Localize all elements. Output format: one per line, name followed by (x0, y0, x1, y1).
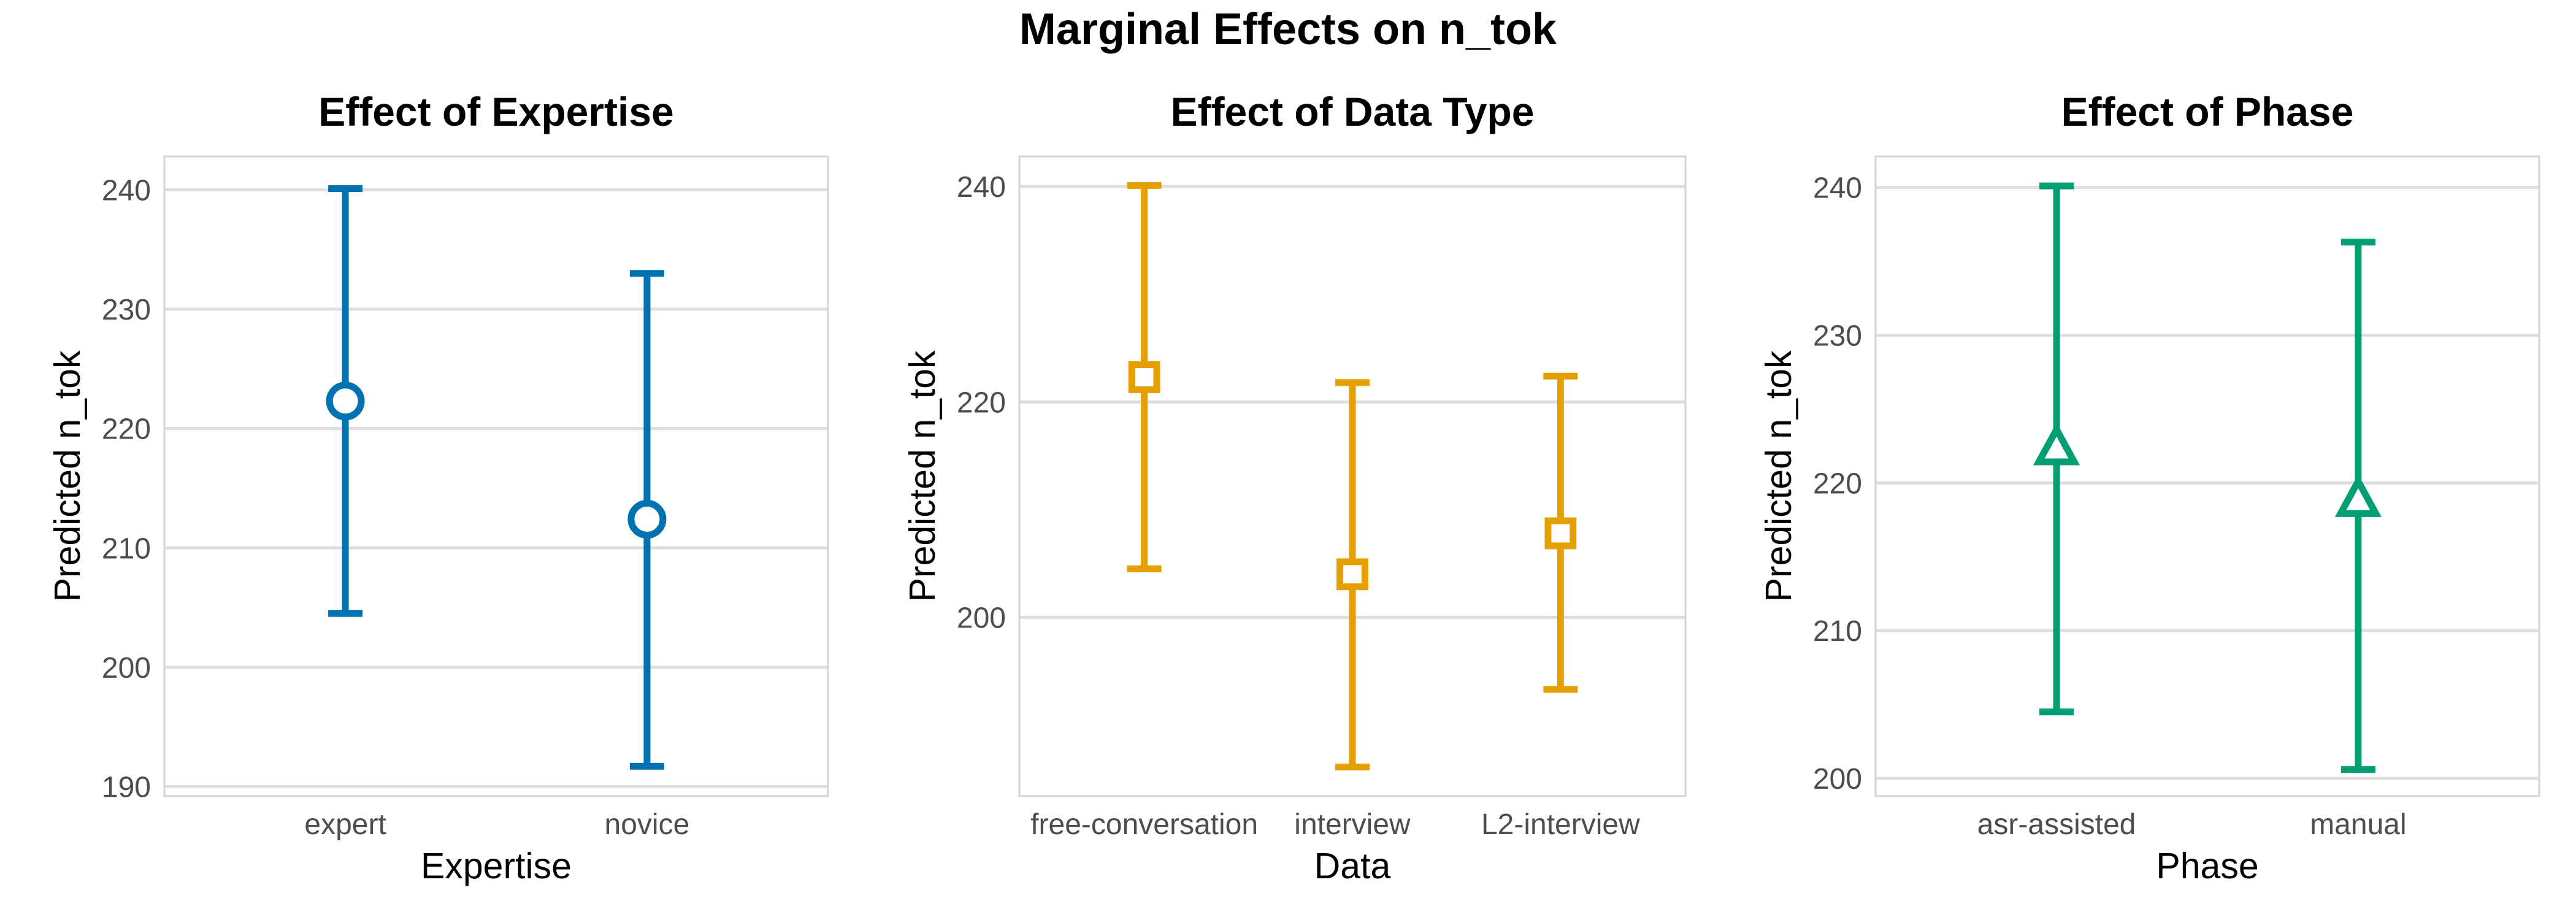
y-tick-label: 240 (1813, 172, 1862, 205)
y-axis-label: Predicted n_tok (1758, 350, 1799, 602)
point-estimate (326, 381, 365, 421)
y-tick-label: 240 (102, 174, 151, 207)
point-estimate (1336, 558, 1368, 591)
y-tick-label: 210 (1813, 615, 1862, 648)
y-axis-label: Predicted n_tok (47, 350, 88, 602)
panels: Effect of Expertise 190 200 210 220 230 240 exp… (47, 89, 2540, 886)
x-tick-label: free-conversation (1030, 808, 1258, 841)
point-estimate (1544, 517, 1577, 550)
y-tick-label: 200 (1813, 763, 1862, 795)
x-tick-label: novice (605, 808, 690, 841)
point-estimate (2334, 474, 2382, 517)
point-estimate (2033, 422, 2080, 466)
y-tick-label: 220 (957, 386, 1006, 419)
panel-1: Effect of Data Type 200 220 240 free-convers… (902, 89, 1687, 886)
panel-0: Effect of Expertise 190 200 210 220 230 240 exp… (47, 89, 829, 886)
panel-title: Effect of Phase (2061, 89, 2354, 134)
y-tick-label: 220 (102, 413, 151, 446)
x-axis-label: Data (1314, 846, 1391, 886)
x-tick-label: expert (304, 808, 386, 841)
y-tick-label: 230 (1813, 320, 1862, 352)
y-tick-label: 210 (102, 532, 151, 565)
x-axis-label: Phase (2156, 846, 2258, 886)
x-tick-label: interview (1294, 808, 1411, 841)
figure-title: Marginal Effects on n_tok (1019, 5, 1557, 54)
y-axis-label: Predicted n_tok (902, 350, 943, 602)
x-axis-label: Expertise (421, 846, 572, 886)
point-estimate (1128, 361, 1160, 393)
panel-2: Effect of Phase 200 210 220 230 240 asr-assist… (1758, 89, 2540, 886)
y-tick-label: 200 (957, 602, 1006, 635)
panel-frame (1018, 155, 1687, 797)
panel-frame (1874, 155, 2540, 797)
x-tick-label: L2-interview (1481, 808, 1640, 841)
panel-title: Effect of Data Type (1171, 89, 1535, 134)
panel-frame (163, 155, 829, 797)
y-tick-label: 190 (102, 771, 151, 803)
y-tick-label: 230 (102, 294, 151, 326)
y-tick-label: 200 (102, 652, 151, 684)
y-tick-label: 220 (1813, 467, 1862, 500)
point-estimate (627, 500, 667, 539)
x-tick-label: manual (2310, 808, 2406, 841)
panel-title: Effect of Expertise (318, 89, 674, 134)
x-tick-label: asr-assisted (1977, 808, 2136, 841)
y-tick-label: 240 (957, 171, 1006, 204)
